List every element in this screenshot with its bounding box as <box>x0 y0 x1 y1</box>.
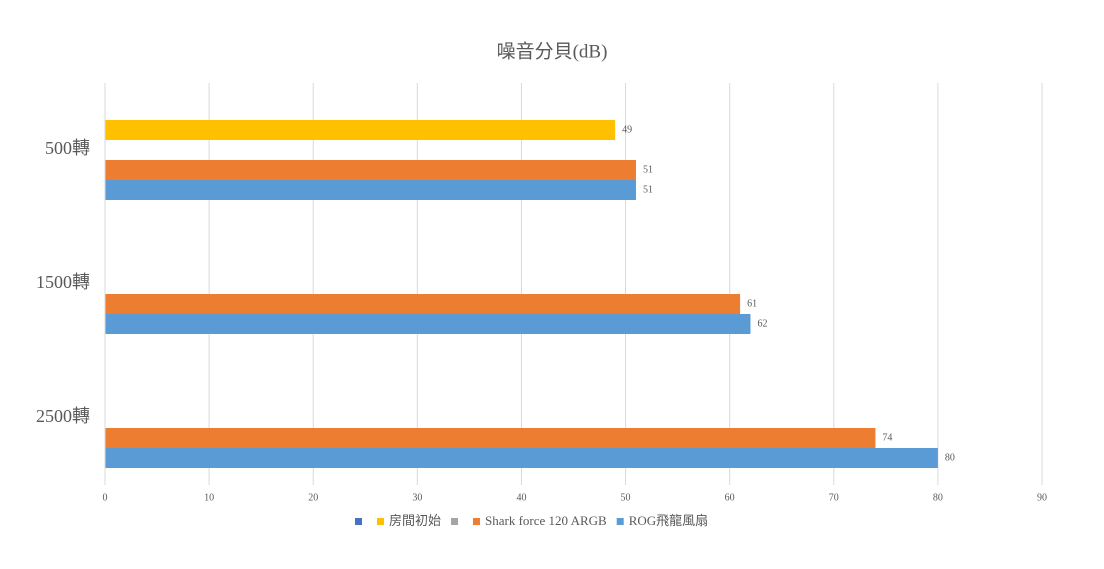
y-tick-label: 500轉 <box>45 138 90 158</box>
data-label: 62 <box>757 318 767 329</box>
legend-swatch <box>355 518 362 525</box>
data-label: 49 <box>622 124 632 135</box>
y-tick-label: 1500轉 <box>36 272 90 292</box>
legend-swatch <box>377 518 384 525</box>
legend-label: ROG飛龍風扇 <box>629 513 708 528</box>
data-label: 61 <box>747 298 757 309</box>
data-label: 80 <box>945 452 955 463</box>
x-tick-label: 50 <box>621 492 631 503</box>
bar <box>105 448 938 468</box>
y-tick-label: 2500轉 <box>36 406 90 426</box>
x-tick-label: 70 <box>829 492 839 503</box>
x-tick-label: 80 <box>933 492 943 503</box>
bar <box>105 180 636 200</box>
bar <box>105 314 751 334</box>
data-label: 74 <box>882 432 892 443</box>
x-tick-label: 10 <box>204 492 214 503</box>
x-tick-label: 90 <box>1037 492 1047 503</box>
x-tick-label: 0 <box>103 492 108 503</box>
legend-swatch <box>473 518 481 525</box>
data-label: 51 <box>643 184 653 195</box>
legend-swatch <box>451 518 459 525</box>
bar <box>105 160 636 180</box>
legend-label: 房間初始 <box>389 513 441 528</box>
x-tick-label: 30 <box>412 492 422 503</box>
x-tick-label: 60 <box>725 492 735 503</box>
x-tick-label: 20 <box>308 492 318 503</box>
legend-label: Shark force 120 ARGB <box>485 513 607 528</box>
bar <box>105 428 876 448</box>
chart-title: 噪音分貝(dB) <box>497 40 608 62</box>
x-tick-label: 40 <box>516 492 526 503</box>
bar <box>105 294 741 314</box>
data-label: 51 <box>643 164 653 175</box>
bar <box>105 120 616 140</box>
legend-swatch <box>616 518 624 525</box>
